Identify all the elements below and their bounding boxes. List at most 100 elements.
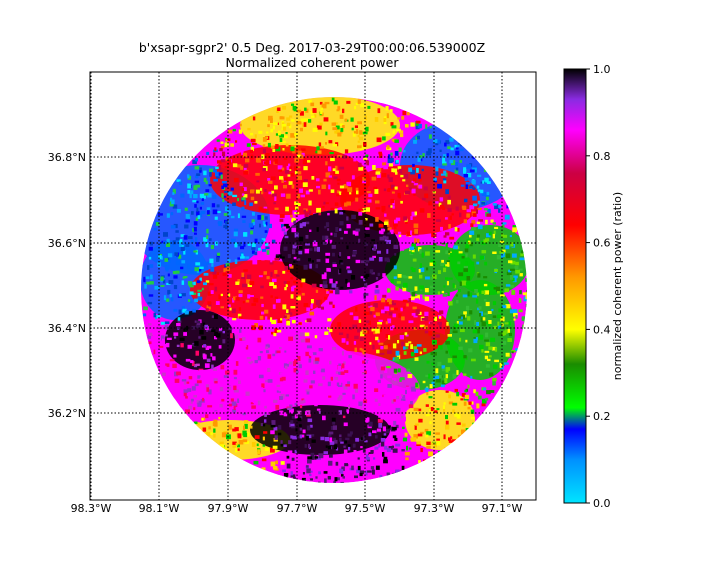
lon-tick-label: 98.1°W [139, 502, 180, 515]
radar-gate [447, 334, 452, 337]
radar-gate [248, 359, 252, 362]
radar-gate [499, 362, 502, 368]
radar-gate [413, 434, 418, 439]
radar-gate [447, 195, 451, 200]
radar-gate [356, 190, 359, 195]
radar-gate [164, 258, 169, 262]
radar-gate [340, 131, 343, 134]
radar-gate [350, 117, 354, 122]
radar-gate [422, 153, 425, 158]
radar-gate [365, 456, 370, 460]
radar-gate [353, 131, 359, 134]
radar-gate [393, 226, 397, 229]
radar-gate [292, 149, 296, 154]
radar-gate [449, 215, 452, 220]
radar-gate [418, 174, 421, 179]
radar-gate [333, 437, 336, 441]
radar-gate [330, 189, 335, 193]
radar-gate [191, 361, 195, 366]
radar-gate [303, 264, 308, 270]
radar-gate [494, 359, 499, 363]
radar-gate [388, 300, 393, 305]
radar-gate [444, 378, 448, 383]
radar-gate [387, 158, 393, 163]
radar-gate [197, 292, 201, 297]
radar-gate [367, 302, 371, 307]
radar-gate [289, 404, 293, 409]
radar-gate [497, 314, 502, 319]
radar-gate [207, 193, 212, 198]
radar-gate [360, 367, 365, 372]
radar-gate [347, 270, 352, 274]
radar-gate [418, 176, 422, 182]
radar-gate [467, 172, 472, 178]
radar-gate [445, 369, 449, 373]
radar-gate [175, 237, 180, 241]
radar-gate [520, 336, 526, 340]
radar-gate [315, 476, 318, 479]
radar-gate [408, 276, 413, 279]
radar-gate [382, 452, 385, 457]
radar-gate [223, 213, 228, 216]
radar-gate [351, 175, 355, 180]
radar-gate [358, 328, 362, 332]
radar-gate [525, 278, 527, 282]
radar-gate [393, 244, 399, 249]
radar-gate [283, 473, 289, 477]
radar-gate [494, 204, 499, 210]
radar-gate [453, 245, 458, 250]
radar-gate [359, 347, 363, 351]
radar-gate [522, 292, 527, 296]
radar-gate [184, 310, 189, 315]
radar-gate [410, 401, 413, 406]
radar-gate [464, 389, 468, 393]
radar-gate [148, 341, 152, 345]
radar-gate [455, 206, 459, 211]
radar-gate [378, 230, 384, 234]
radar-gate [470, 375, 473, 379]
radar-gate [178, 293, 182, 297]
radar-gate [163, 365, 167, 370]
radar-gate [398, 130, 404, 134]
radar-gate [241, 215, 247, 218]
radar-gate [370, 466, 375, 470]
radar-gate [418, 418, 423, 423]
radar-gate [468, 292, 473, 297]
radar-gate [265, 371, 268, 374]
radar-gate [378, 403, 381, 406]
radar-gate [447, 146, 451, 149]
radar-gate [434, 233, 437, 237]
radar-gate [410, 295, 415, 301]
radar-gate [294, 341, 298, 344]
radar-gate [414, 238, 417, 243]
radar-gate [203, 354, 207, 360]
radar-gate [373, 186, 378, 190]
radar-gate [315, 300, 320, 306]
radar-gate [428, 201, 432, 206]
radar-gate [390, 122, 394, 127]
radar-gate [227, 274, 232, 278]
radar-gate [373, 314, 376, 318]
radar-gate [185, 219, 190, 223]
radar-gate [245, 299, 250, 303]
radar-gate [410, 169, 416, 175]
radar-gate [404, 432, 408, 437]
radar-gate [332, 264, 337, 267]
radar-gate [346, 341, 349, 345]
radar-gate [293, 260, 296, 263]
radar-gate [306, 434, 312, 439]
radar-gate [300, 332, 305, 337]
radar-gate [228, 403, 232, 407]
radar-gate [316, 125, 322, 130]
radar-gate [481, 398, 487, 404]
title-line-2: Normalized coherent power [226, 55, 400, 70]
radar-gate [330, 471, 335, 475]
radar-gate [370, 306, 375, 312]
radar-gate [482, 317, 486, 321]
radar-gate [300, 282, 303, 288]
radar-gate [227, 381, 232, 386]
radar-gate [397, 274, 402, 278]
radar-gate [295, 370, 299, 373]
radar-gate [369, 269, 374, 274]
radar-gate [160, 276, 164, 281]
